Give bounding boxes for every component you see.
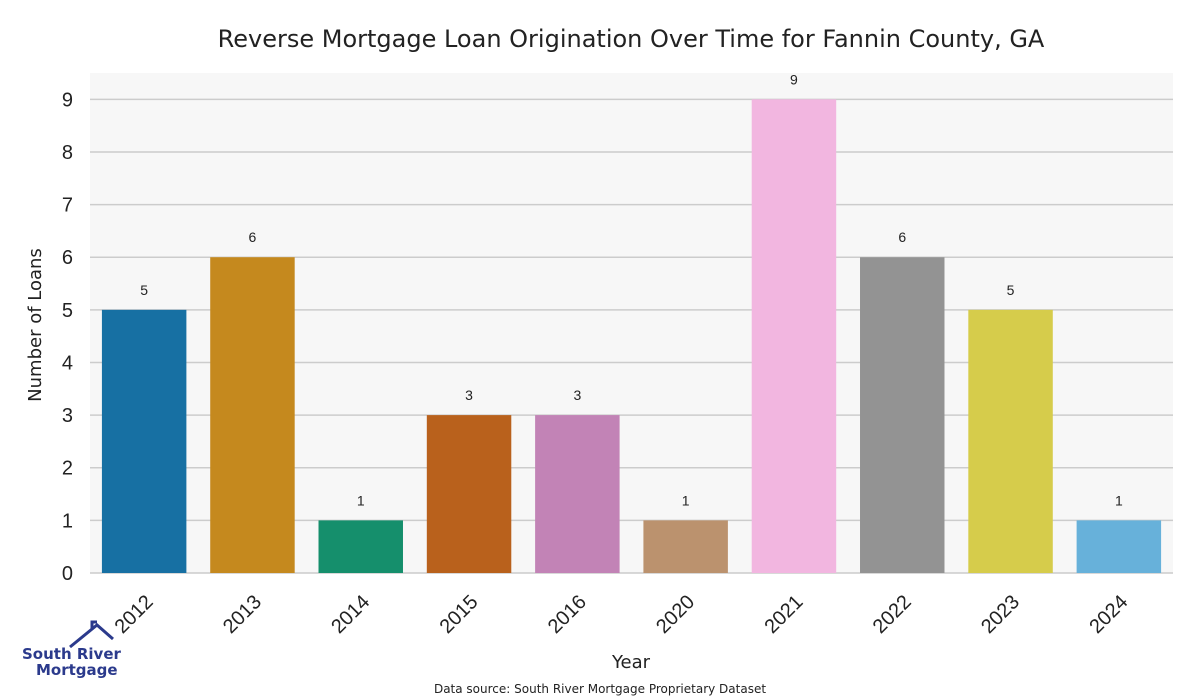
bar-value-label: 9	[790, 71, 798, 87]
y-ticks: 0 1 2 3 4 5 6 7 8 9	[62, 89, 73, 585]
bar-value-label: 5	[1007, 282, 1015, 298]
y-tick-label: 5	[62, 300, 73, 322]
x-tick-label: 2021	[760, 591, 807, 638]
bar-value-label: 3	[465, 387, 473, 403]
bar-value-label: 1	[682, 492, 690, 508]
bar-2015	[426, 415, 512, 573]
x-tick-label: 2024	[1085, 591, 1132, 638]
bar-value-label: 1	[1115, 492, 1123, 508]
y-axis-label: Number of Loans	[25, 248, 46, 402]
bar-value-label: 6	[898, 229, 906, 245]
y-tick-label: 1	[62, 510, 73, 532]
y-tick-label: 6	[62, 247, 73, 269]
x-ticks: 2012 2013 2014 2015 2016 2020 2021 2022 2023 2024	[111, 591, 1133, 638]
x-tick-label: 2020	[652, 591, 699, 638]
x-tick-label: 2022	[869, 591, 916, 638]
source-note: Data source: South River Mortgage Propri…	[434, 682, 766, 696]
bar-2022	[860, 257, 945, 573]
bars	[101, 99, 1162, 573]
bar-2012	[101, 309, 187, 573]
x-axis-label: Year	[611, 652, 651, 673]
bar-2021	[751, 99, 837, 573]
bar-value-label: 5	[140, 282, 148, 298]
x-tick-label: 2023	[977, 591, 1024, 638]
bar-value-label: 1	[357, 492, 365, 508]
bar-2023	[968, 309, 1053, 573]
y-tick-label: 3	[62, 405, 73, 427]
chart-title: Reverse Mortgage Loan Origination Over T…	[218, 25, 1045, 53]
y-tick-label: 4	[62, 352, 73, 374]
x-tick-label: 2016	[544, 591, 591, 638]
y-tick-label: 9	[62, 89, 73, 111]
house-roof-icon	[69, 620, 114, 649]
logo-line-2: Mortgage	[36, 661, 118, 679]
y-tick-label: 0	[62, 563, 73, 585]
bar-value-label: 3	[573, 387, 581, 403]
logo-line-1: South River	[22, 645, 122, 663]
bar-2020	[643, 520, 728, 573]
y-tick-label: 8	[62, 142, 73, 164]
bar-2014	[318, 520, 403, 573]
bar-2016	[535, 415, 620, 573]
x-tick-label: 2015	[436, 591, 483, 638]
x-tick-label: 2013	[219, 591, 266, 638]
bar-labels: 5 6 1 3 3 1 9 6 5 1	[140, 71, 1123, 508]
x-tick-label: 2012	[111, 591, 158, 638]
logo: South River Mortgage	[22, 620, 122, 679]
bar-2013	[210, 257, 295, 573]
x-tick-label: 2014	[327, 591, 374, 638]
y-tick-label: 7	[62, 195, 73, 217]
bar-value-label: 6	[249, 229, 257, 245]
bar-2024	[1076, 520, 1162, 573]
y-tick-label: 2	[62, 458, 73, 480]
